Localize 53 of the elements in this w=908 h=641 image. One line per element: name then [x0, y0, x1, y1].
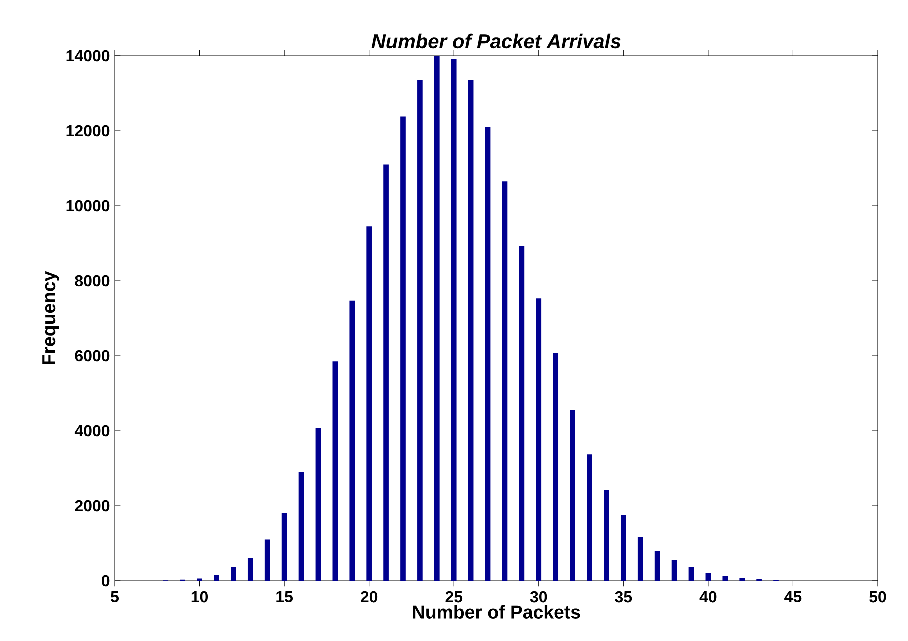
x-tick-label: 40: [700, 591, 717, 603]
y-tick-label: 12000: [66, 125, 110, 137]
x-tick-label: 15: [276, 591, 293, 603]
bar: [519, 246, 525, 581]
bar: [384, 164, 389, 581]
x-tick-label: 50: [870, 591, 886, 603]
bar: [264, 540, 270, 581]
y-tick-label: 6000: [75, 350, 110, 362]
y-tick-label: 0: [102, 575, 110, 587]
bar: [248, 558, 254, 581]
bar: [638, 537, 644, 581]
bar: [485, 127, 491, 581]
y-tick-label: 2000: [75, 500, 110, 512]
x-tick-label: 35: [615, 591, 632, 603]
bar: [350, 300, 356, 581]
bar: [231, 567, 236, 581]
bar: [214, 575, 220, 581]
bar: [332, 362, 338, 581]
chart-title: Number of Packet Arrivals: [372, 34, 621, 49]
bar: [468, 80, 474, 581]
x-tick-label: 45: [784, 591, 802, 603]
bar: [604, 490, 610, 581]
bar: [434, 56, 440, 581]
bar: [570, 410, 576, 581]
y-tick-label: 10000: [66, 200, 110, 212]
bar: [740, 578, 746, 581]
bar: [722, 576, 728, 581]
y-tick-label: 4000: [74, 425, 110, 437]
bar: [587, 454, 592, 581]
y-tick-label: 14000: [66, 50, 110, 62]
y-axis-title: Frequency: [42, 271, 60, 364]
x-axis-title: Number of Packets: [413, 605, 580, 619]
bar: [366, 226, 372, 581]
bar: [553, 352, 559, 581]
x-tick-label: 25: [446, 591, 463, 603]
bar: [620, 514, 626, 581]
bar: [418, 80, 423, 581]
bar: [706, 573, 712, 581]
bar: [654, 551, 660, 581]
bar: [451, 58, 457, 581]
x-tick-label: 30: [530, 591, 548, 603]
bar: [536, 298, 542, 581]
x-tick-label: 20: [361, 591, 378, 603]
bar: [400, 116, 406, 581]
bar: [672, 560, 678, 581]
x-tick-label: 10: [192, 591, 208, 603]
bar: [688, 567, 694, 581]
bar: [316, 428, 322, 581]
bar: [502, 182, 508, 581]
bar: [298, 472, 304, 581]
bar: [282, 513, 288, 581]
y-tick-label: 8000: [75, 275, 110, 287]
x-tick-label: 5: [111, 591, 120, 603]
